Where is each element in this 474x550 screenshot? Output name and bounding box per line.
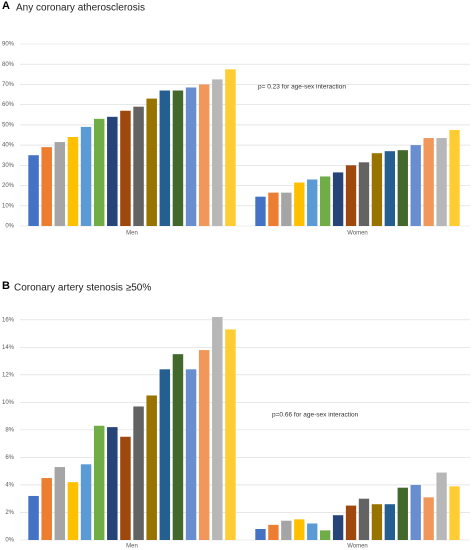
bar	[133, 106, 144, 226]
bar	[146, 395, 157, 540]
y-tick-label: 30%	[2, 163, 15, 169]
bar	[172, 90, 184, 226]
bar	[294, 519, 305, 540]
x-tick-label: Women	[347, 231, 368, 237]
y-tick-label: 8%	[5, 427, 14, 433]
bar	[185, 87, 197, 226]
bar	[93, 425, 105, 540]
bar	[332, 172, 344, 226]
bar	[107, 116, 118, 226]
bar	[371, 504, 383, 540]
bar	[255, 528, 266, 540]
bar	[198, 84, 210, 226]
y-tick-label: 4%	[5, 483, 14, 489]
bar	[319, 530, 331, 540]
bar	[172, 354, 184, 540]
bar	[54, 142, 66, 226]
y-tick-label: 70%	[2, 82, 15, 88]
bar	[410, 145, 421, 226]
bar	[28, 155, 39, 226]
bar	[307, 179, 318, 226]
bar	[54, 467, 66, 540]
bar	[120, 436, 131, 540]
annotation: p= 0.23 for age-sex interaction	[258, 84, 346, 91]
panel-label: A	[2, 0, 10, 12]
x-tick-label: Men	[126, 231, 138, 237]
bar	[212, 79, 223, 226]
y-tick-label: 60%	[2, 102, 15, 108]
y-tick-label: 16%	[2, 317, 15, 323]
chart-title: Coronary artery stenosis ≥50%	[14, 283, 151, 294]
x-tick-label: Men	[126, 544, 138, 550]
bar	[225, 329, 236, 540]
y-tick-label: 12%	[2, 372, 15, 378]
bar	[358, 162, 370, 226]
bar	[423, 138, 434, 226]
bar	[93, 118, 105, 226]
chart-title: Any coronary atherosclerosis	[16, 3, 145, 14]
bar	[332, 515, 344, 540]
bar	[410, 484, 421, 540]
y-tick-label: 0%	[5, 224, 14, 230]
bar	[198, 350, 210, 540]
bar	[159, 90, 171, 226]
bar	[159, 369, 171, 540]
y-tick-label: 20%	[2, 183, 15, 189]
bar	[107, 427, 118, 540]
bar	[319, 176, 331, 226]
bar	[436, 472, 447, 540]
bar	[120, 110, 131, 226]
y-tick-label: 14%	[2, 345, 15, 351]
bar	[146, 98, 157, 226]
bar	[397, 487, 408, 540]
y-tick-label: 10%	[2, 203, 15, 209]
y-tick-label: 6%	[5, 455, 14, 461]
bar	[268, 524, 279, 540]
bar	[358, 498, 370, 540]
y-tick-label: 10%	[2, 400, 15, 406]
y-tick-label: 40%	[2, 143, 15, 149]
bar	[345, 505, 357, 540]
y-tick-label: 50%	[2, 122, 15, 128]
bar	[371, 153, 383, 226]
bar	[28, 495, 39, 540]
bar	[133, 406, 144, 540]
bar	[449, 486, 460, 540]
y-tick-label: 80%	[2, 62, 15, 68]
bar	[41, 147, 52, 226]
bar	[294, 182, 305, 226]
x-tick-label: Women	[347, 544, 368, 550]
y-tick-label: 90%	[2, 42, 15, 48]
bar	[345, 165, 357, 226]
bar	[185, 369, 197, 540]
bar	[384, 151, 396, 226]
bar	[212, 317, 223, 540]
bar	[67, 482, 79, 540]
bar	[384, 504, 396, 540]
bar	[41, 478, 52, 540]
panel-label: B	[2, 280, 10, 292]
bar	[307, 523, 318, 540]
bar	[225, 69, 236, 227]
bar	[80, 464, 92, 540]
bar	[255, 196, 266, 226]
bar	[397, 150, 408, 226]
bar	[423, 497, 434, 540]
bar	[67, 137, 79, 226]
y-tick-label: 2%	[5, 510, 14, 516]
bar	[281, 520, 292, 540]
bar	[436, 138, 447, 226]
bar	[80, 126, 92, 226]
bar	[268, 192, 279, 226]
bar	[449, 129, 460, 226]
annotation: p=0.66 for age-sex interaction	[272, 412, 359, 419]
y-tick-label: 0%	[5, 538, 14, 544]
bar	[281, 192, 292, 226]
